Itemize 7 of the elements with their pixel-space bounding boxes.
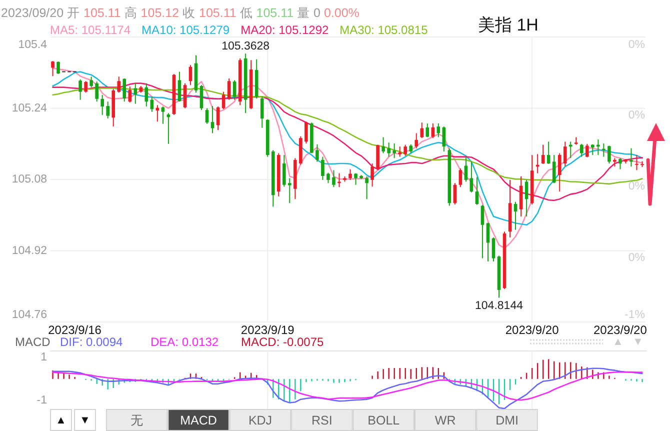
title: MACD <box>15 335 50 349</box>
title: 美指 1H <box>478 16 538 34</box>
annotation: 105.3628 <box>222 40 270 53</box>
subtitle: 2023/09/20 开 105.11 高 105.12 收 105.11 低 105.11 量 0 0.00% <box>1 6 360 20</box>
annotation: ▲ <box>612 336 624 348</box>
annotation: ▼ <box>632 336 644 348</box>
annotation: 104.8144 <box>475 300 523 312</box>
